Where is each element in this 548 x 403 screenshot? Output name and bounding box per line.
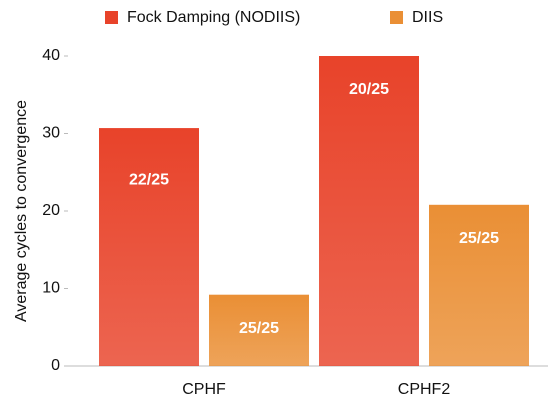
- bar-annotation: 22/25: [129, 171, 169, 188]
- y-tick-label: 20: [42, 202, 60, 219]
- legend-label: Fock Damping (NODIIS): [127, 9, 300, 26]
- bar: [319, 56, 419, 366]
- y-tick-label: 0: [51, 357, 60, 374]
- bar-annotation: 25/25: [239, 320, 279, 337]
- bar: [209, 294, 309, 366]
- bar: [429, 204, 529, 366]
- x-tick-label: CPHF: [182, 381, 226, 398]
- bar-annotation: 25/25: [459, 230, 499, 247]
- bar: [99, 128, 199, 366]
- x-tick-label: CPHF2: [398, 381, 451, 398]
- y-tick-label: 30: [42, 125, 60, 142]
- y-tick-label: 10: [42, 280, 60, 297]
- y-tick-label: 40: [42, 47, 60, 64]
- bar-annotation: 20/25: [349, 81, 389, 98]
- y-axis-label: Average cycles to convergence: [13, 100, 30, 322]
- legend-label: DIIS: [412, 9, 443, 26]
- legend-swatch: [105, 11, 118, 24]
- legend-swatch: [390, 11, 403, 24]
